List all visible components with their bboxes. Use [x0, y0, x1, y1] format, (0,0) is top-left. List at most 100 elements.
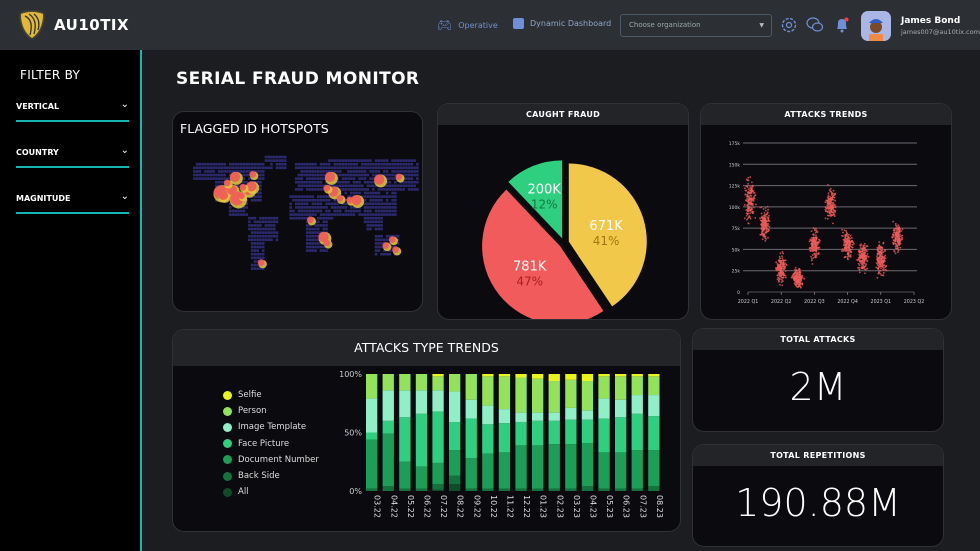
scatter-point: [841, 228, 843, 231]
legend-item[interactable]: All: [223, 484, 319, 500]
land-dot: [311, 231, 315, 234]
land-dot: [253, 216, 257, 220]
land-dot: [388, 249, 392, 252]
land-dot: [292, 216, 295, 220]
scatter-point: [784, 262, 787, 265]
land-dot: [270, 166, 273, 170]
scatter-point: [879, 257, 882, 260]
scatter-point: [746, 195, 749, 198]
hotspot: [336, 194, 344, 202]
land-dot: [410, 166, 414, 170]
land-dot: [305, 242, 309, 245]
legend-item[interactable]: Person: [223, 403, 319, 419]
nav-operative[interactable]: 🎮︎ Operative: [437, 18, 498, 32]
scatter-point: [750, 181, 753, 184]
land-dot: [300, 202, 304, 206]
scatter-point: [784, 270, 787, 272]
legend-item[interactable]: Image Template: [223, 419, 319, 435]
land-dot: [336, 202, 339, 206]
world-map[interactable]: [173, 112, 423, 312]
filter-magnitude[interactable]: MAGNITUDE ⌄: [16, 191, 129, 214]
land-dot: [283, 155, 287, 159]
scatter-point: [816, 253, 819, 256]
land-dot: [374, 252, 378, 256]
land-dot: [193, 170, 196, 173]
land-dot: [281, 162, 284, 166]
land-dot: [300, 184, 304, 188]
land-dot: [413, 159, 416, 162]
filter-country[interactable]: COUNTRY ⌄: [16, 145, 129, 168]
scatter-point: [752, 204, 754, 207]
scatter-point: [832, 192, 834, 195]
legend-label: Person: [238, 406, 267, 417]
land-dot: [250, 198, 254, 202]
land-dot: [316, 220, 320, 224]
avatar[interactable]: [861, 11, 891, 41]
land-dot: [374, 209, 378, 213]
legend-item[interactable]: Back Side: [223, 468, 319, 484]
scatter-point: [810, 255, 812, 258]
user-email: james007@au10tix.com: [901, 28, 980, 36]
bar-segment: [532, 374, 544, 379]
scatter-point: [864, 246, 867, 249]
bar-segment: [449, 475, 461, 484]
land-dot: [259, 173, 262, 177]
land-dot: [366, 162, 370, 166]
scatter-point: [751, 208, 753, 210]
scatter-point: [815, 236, 817, 239]
land-dot: [322, 198, 326, 202]
legend-item[interactable]: Selfie: [223, 387, 319, 403]
bar-segment: [415, 390, 428, 414]
scatter-point: [880, 274, 883, 277]
scatter-point: [899, 246, 902, 249]
land-dot: [338, 213, 342, 216]
land-dot: [250, 242, 254, 245]
card-title: TOTAL REPETITIONS: [693, 445, 943, 466]
scatter-point: [775, 268, 778, 271]
land-dot: [385, 184, 389, 188]
brand-name: AU10TIX: [54, 16, 130, 34]
land-dot: [363, 206, 367, 209]
land-dot: [391, 202, 394, 206]
land-dot: [350, 162, 353, 166]
land-dot: [369, 227, 372, 231]
scatter-point: [829, 198, 832, 201]
land-dot: [250, 256, 254, 260]
land-dot: [336, 206, 339, 209]
scatter-point: [866, 250, 868, 252]
land-dot: [259, 166, 262, 170]
land-dot: [316, 209, 320, 213]
scatter-point: [830, 208, 833, 211]
bar-segment: [498, 488, 511, 491]
scatter-point: [818, 238, 820, 241]
bar-segment: [615, 488, 627, 491]
legend-item[interactable]: Face Picture: [223, 436, 319, 452]
land-dot: [319, 245, 323, 249]
bar-segment: [465, 374, 477, 400]
legend-item[interactable]: Document Number: [223, 452, 319, 468]
chat-icon[interactable]: [806, 16, 824, 34]
hotspot: [323, 239, 331, 247]
scatter-point: [813, 229, 816, 232]
nav-dynamic-dashboard[interactable]: Dynamic Dashboard: [513, 18, 611, 29]
land-dot: [259, 245, 262, 249]
bar-segment: [565, 488, 577, 491]
scatter-point: [860, 260, 862, 262]
land-dot: [325, 195, 328, 198]
land-dot: [377, 227, 381, 231]
gear-icon[interactable]: [780, 16, 798, 34]
logo[interactable]: AU10TIX: [18, 10, 129, 40]
filter-vertical[interactable]: VERTICAL ⌄: [16, 99, 129, 122]
scatter-point: [767, 217, 769, 220]
land-dot: [352, 173, 356, 177]
bar-segment: [399, 488, 411, 491]
scatter-point: [780, 278, 783, 281]
bell-icon[interactable]: [833, 16, 851, 34]
bar-segment: [581, 419, 594, 444]
bar-segment: [631, 374, 643, 377]
scatter-point: [796, 276, 799, 279]
organization-select[interactable]: Choose organization ▼: [620, 14, 772, 37]
bar-segment: [532, 445, 544, 489]
scatter-point: [860, 243, 863, 246]
land-dot: [248, 216, 251, 220]
